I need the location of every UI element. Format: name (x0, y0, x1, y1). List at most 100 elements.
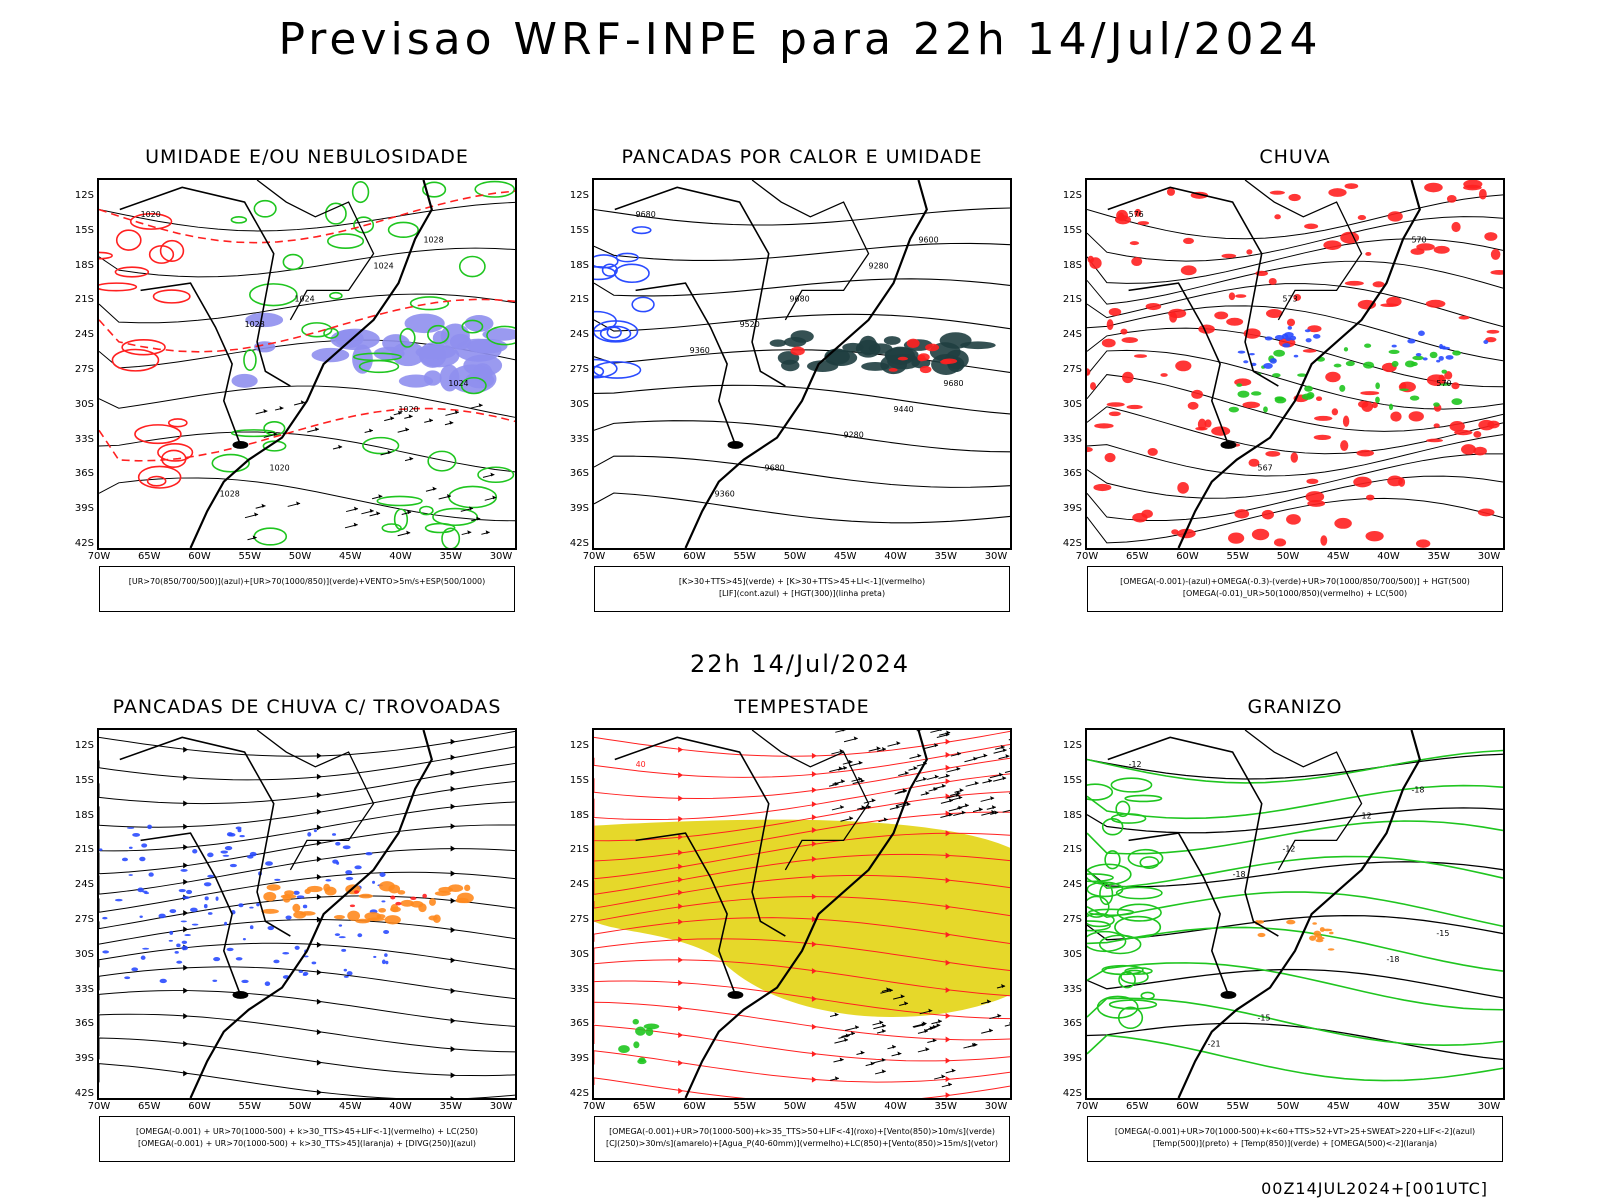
rain-blue-area (1285, 336, 1292, 342)
rain-red-area (1320, 535, 1328, 546)
contour-label: 9600 (918, 236, 938, 245)
temp850-green-contour (1139, 856, 1160, 869)
lon-tick-label: 30W (489, 551, 513, 562)
lat-tick-label: 21S (1062, 844, 1082, 856)
lat-tick-label: 21S (1062, 294, 1082, 306)
humidity-red-contour (137, 465, 182, 489)
wind-vector (946, 766, 961, 773)
contour-line (594, 420, 1010, 453)
lat-tick-label: 24S (74, 879, 94, 891)
rain-red-area (1344, 183, 1359, 189)
wind-vector (444, 420, 454, 426)
divergence-blue-area (345, 876, 354, 881)
contour-line (1087, 855, 1503, 889)
thunder-orange-area (304, 888, 311, 894)
contour-line (1087, 962, 1503, 1011)
wind-vector (404, 414, 413, 419)
country-border (1107, 736, 1279, 937)
streamline (594, 959, 1010, 997)
streamline-arrow (316, 856, 322, 863)
thunder-red-area (349, 904, 356, 908)
wind-green-area (635, 1026, 646, 1036)
rain-red-area (1104, 452, 1116, 463)
rain-red-area (1228, 532, 1245, 544)
rain-red-area (1390, 411, 1402, 422)
legend-line: [OMEGA(-0.001)+UR>70(1000-500)+k<60+TTS>… (1114, 1127, 1476, 1136)
wind-vector (293, 400, 305, 406)
hail-orange-area (1312, 922, 1317, 925)
lon-tick-label: 55W (733, 551, 757, 562)
rain-red-area (1106, 402, 1125, 407)
streamline-arrow (811, 893, 817, 900)
humidity-blue-area (398, 374, 434, 388)
divergence-blue-area (192, 849, 198, 854)
rain-red-area (1176, 528, 1196, 539)
wind-vector (981, 1028, 993, 1034)
lon-tick-label: 60W (188, 551, 211, 562)
divergence-blue-area (336, 861, 340, 865)
temp850-green-contour (1087, 873, 1114, 883)
rain-red-area (1478, 188, 1487, 200)
rain-red-area (1344, 280, 1364, 286)
rain-red-area (1357, 215, 1367, 221)
streamline-arrow (678, 1032, 684, 1039)
rain-red-area (1204, 419, 1212, 428)
streamline-arrow (183, 800, 189, 807)
divergence-blue-area (265, 861, 273, 866)
streamline-arrow (811, 752, 817, 759)
temp850-green-contour (1087, 895, 1110, 918)
thunder-orange-area (378, 907, 387, 913)
contour-line (1087, 968, 1503, 999)
humidity-red-contour (167, 418, 188, 428)
rain-red-area (1101, 338, 1116, 348)
wind-vector (913, 1022, 926, 1028)
rain-red-area (1305, 491, 1325, 503)
rain-red-area (1340, 440, 1349, 452)
panel-title: PANCADAS POR CALOR E UMIDADE (621, 146, 983, 168)
lif-blue-contour (606, 326, 622, 339)
streamline (99, 824, 515, 875)
contour-label: 9680 (790, 294, 810, 303)
lat-tick-label: 18S (74, 259, 94, 271)
streamline-arrow (316, 1089, 322, 1096)
temp850-green-contour (1140, 991, 1155, 1000)
streamline (99, 919, 515, 945)
contour-line (99, 385, 515, 418)
divergence-blue-area (341, 948, 347, 952)
divergence-blue-area (235, 957, 243, 961)
lat-tick-label: 39S (74, 503, 94, 515)
lat-tick-label: 15S (1062, 774, 1082, 786)
humidity-red-contour (161, 449, 187, 468)
wind-vector (899, 1001, 909, 1006)
divergence-blue-area (343, 975, 349, 978)
wind-vector (834, 1037, 849, 1044)
wind-vector (832, 779, 845, 785)
contour-line (99, 293, 515, 324)
lon-tick-label: 50W (783, 1101, 807, 1112)
divergence-blue-area (176, 960, 183, 964)
streamline-arrow (450, 845, 456, 852)
humidity-green-contour (461, 319, 484, 334)
lat-tick-label: 30S (1062, 398, 1082, 410)
temp850-green-contour (1120, 969, 1149, 985)
wind-vector (835, 730, 846, 733)
lon-tick-label: 55W (1226, 1101, 1250, 1112)
wind-vector (393, 410, 403, 416)
country-border (119, 186, 291, 387)
rain-red-area (1246, 249, 1253, 255)
contour-label: -18 (1411, 786, 1424, 795)
contour-line (1087, 434, 1503, 477)
rain-red-area (1304, 223, 1319, 230)
lagoon-mark (1220, 991, 1237, 999)
temp850-green-contour (1087, 863, 1132, 886)
divergence-blue-area (139, 856, 146, 862)
humidity-red-contour (121, 339, 166, 356)
convection-teal-area (883, 336, 901, 345)
panel-legend: [OMEGA(-0.001)-(azul)+OMEGA(-0.3)-(verde… (1087, 566, 1503, 612)
streamline (99, 1013, 515, 1053)
coastline (1177, 730, 1421, 1098)
wind-vector (946, 792, 960, 799)
temp850-green-contour (1088, 908, 1135, 917)
temp850-green-contour (1101, 964, 1144, 976)
temp850-green-contour (1114, 915, 1162, 939)
